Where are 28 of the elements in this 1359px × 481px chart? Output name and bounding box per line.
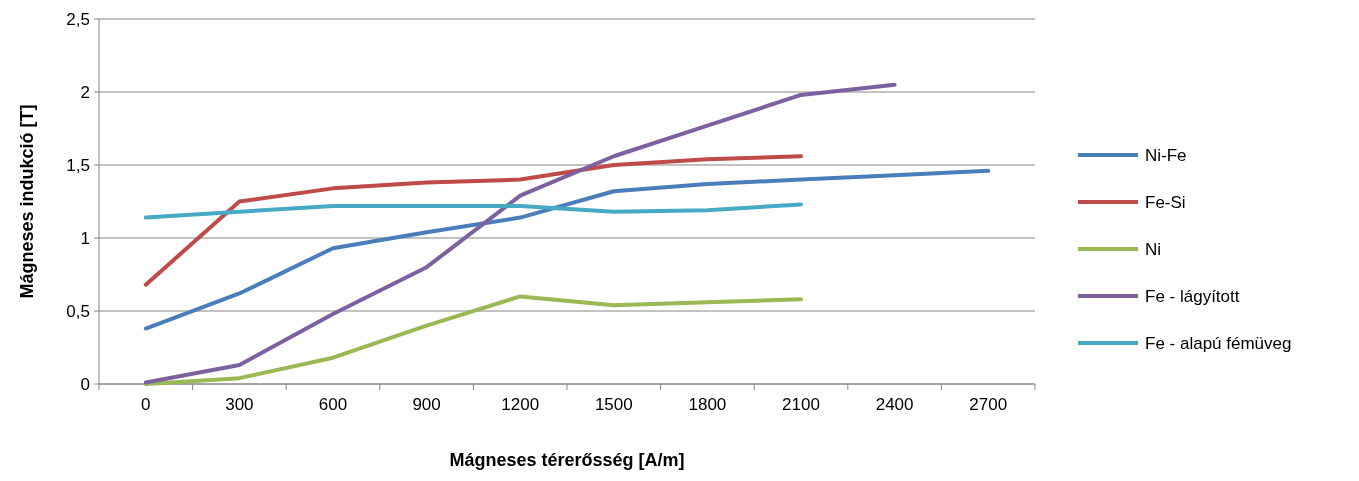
legend-label: Ni — [1145, 239, 1162, 259]
line-series — [143, 202, 803, 220]
line-series — [143, 168, 991, 331]
line-series — [143, 294, 803, 386]
x-tick-label: 2700 — [969, 395, 1008, 414]
line-series — [143, 82, 897, 385]
x-tick-label: 1200 — [501, 395, 540, 414]
legend-label: Fe - alapú fémüveg — [1145, 333, 1292, 353]
x-tick-label: 1500 — [594, 395, 633, 414]
legend-label: Fe - lágyított — [1145, 286, 1240, 306]
x-tick-label: 2100 — [782, 395, 820, 414]
x-tick-label: 900 — [412, 395, 441, 414]
line-series — [143, 154, 803, 287]
y-tick-label: 2 — [80, 82, 90, 102]
x-tick-label: 600 — [318, 395, 348, 414]
legend-label: Fe-Si — [1145, 192, 1186, 212]
x-tick-label: 1800 — [688, 395, 727, 414]
y-tick-label: 0 — [80, 374, 90, 394]
y-tick-label: 0,5 — [66, 301, 90, 321]
x-tick-label: 300 — [225, 395, 254, 414]
legend-label: Ni-Fe — [1145, 145, 1187, 165]
y-tick-label: 2,5 — [66, 9, 90, 29]
y-tick-label: 1 — [80, 228, 90, 248]
y-tick-label: 1,5 — [66, 155, 90, 175]
x-tick-label: 0 — [141, 395, 151, 414]
y-axis-title: Mágneses indukció [T] — [16, 104, 37, 299]
x-axis-title: Mágneses térerősség [A/m] — [449, 450, 685, 470]
x-tick-label: 2400 — [875, 395, 914, 414]
